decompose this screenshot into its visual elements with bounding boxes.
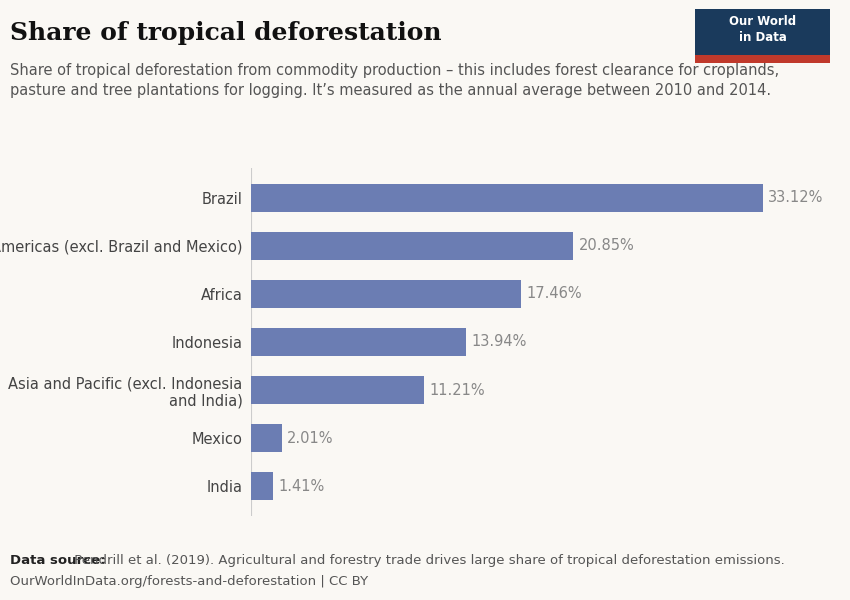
Text: Share of tropical deforestation from commodity production – this includes forest: Share of tropical deforestation from com… — [10, 63, 779, 98]
Text: 33.12%: 33.12% — [768, 190, 824, 205]
Bar — [251, 424, 282, 452]
Bar — [251, 280, 521, 308]
Bar — [251, 184, 763, 212]
Bar — [251, 376, 424, 404]
Text: Share of tropical deforestation: Share of tropical deforestation — [10, 21, 442, 45]
Text: Our World
in Data: Our World in Data — [729, 15, 796, 44]
FancyBboxPatch shape — [695, 55, 830, 63]
Text: OurWorldInData.org/forests-and-deforestation | CC BY: OurWorldInData.org/forests-and-deforesta… — [10, 575, 368, 588]
Text: 1.41%: 1.41% — [278, 479, 324, 494]
Text: Data source:: Data source: — [10, 554, 105, 567]
Bar — [251, 232, 573, 260]
Text: 17.46%: 17.46% — [526, 286, 581, 301]
Text: 2.01%: 2.01% — [287, 431, 334, 446]
Text: Pendrill et al. (2019). Agricultural and forestry trade drives large share of tr: Pendrill et al. (2019). Agricultural and… — [70, 554, 785, 567]
Text: 20.85%: 20.85% — [579, 238, 634, 253]
Text: 13.94%: 13.94% — [472, 334, 527, 349]
Bar — [251, 472, 273, 500]
Bar — [251, 328, 467, 356]
Text: 11.21%: 11.21% — [429, 383, 485, 398]
